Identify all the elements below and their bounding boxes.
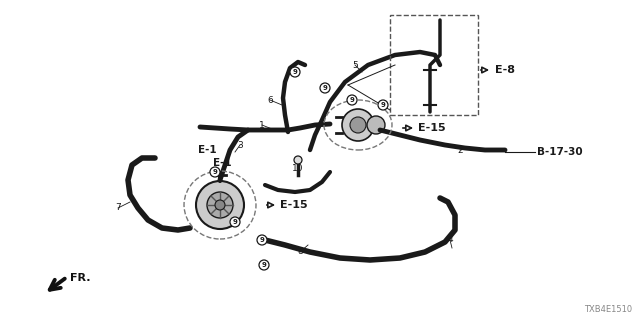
Text: E-1: E-1 xyxy=(198,145,216,155)
Text: 9: 9 xyxy=(381,102,385,108)
Circle shape xyxy=(367,116,385,134)
Circle shape xyxy=(290,67,300,77)
Text: 9: 9 xyxy=(323,85,328,91)
Circle shape xyxy=(259,260,269,270)
Text: E-1: E-1 xyxy=(212,158,231,168)
Text: 9: 9 xyxy=(349,97,355,103)
Bar xyxy=(390,15,478,115)
Text: 10: 10 xyxy=(292,164,304,172)
Circle shape xyxy=(378,100,388,110)
Text: 9: 9 xyxy=(292,69,298,75)
Text: 9: 9 xyxy=(212,169,218,175)
Circle shape xyxy=(294,156,302,164)
Text: 9: 9 xyxy=(232,219,237,225)
Text: 4: 4 xyxy=(447,236,453,244)
Text: B-17-30: B-17-30 xyxy=(537,147,582,157)
Text: 1: 1 xyxy=(259,121,265,130)
Text: FR.: FR. xyxy=(70,273,90,283)
Circle shape xyxy=(342,109,374,141)
Circle shape xyxy=(257,235,267,245)
Circle shape xyxy=(196,181,244,229)
Text: E-15: E-15 xyxy=(280,200,308,210)
Circle shape xyxy=(230,217,240,227)
Text: 9: 9 xyxy=(260,237,264,243)
Text: 5: 5 xyxy=(352,60,358,69)
Text: 6: 6 xyxy=(267,95,273,105)
Text: TXB4E1510: TXB4E1510 xyxy=(584,305,632,314)
Text: 3: 3 xyxy=(237,140,243,149)
Circle shape xyxy=(215,200,225,210)
Circle shape xyxy=(350,117,366,133)
Text: E-8: E-8 xyxy=(495,65,515,75)
Circle shape xyxy=(320,83,330,93)
Text: 8: 8 xyxy=(297,247,303,257)
Circle shape xyxy=(347,95,357,105)
Circle shape xyxy=(207,192,233,218)
Text: E-15: E-15 xyxy=(418,123,445,133)
Text: 7: 7 xyxy=(115,204,121,212)
Text: 2: 2 xyxy=(457,146,463,155)
Circle shape xyxy=(210,167,220,177)
Text: 9: 9 xyxy=(262,262,266,268)
